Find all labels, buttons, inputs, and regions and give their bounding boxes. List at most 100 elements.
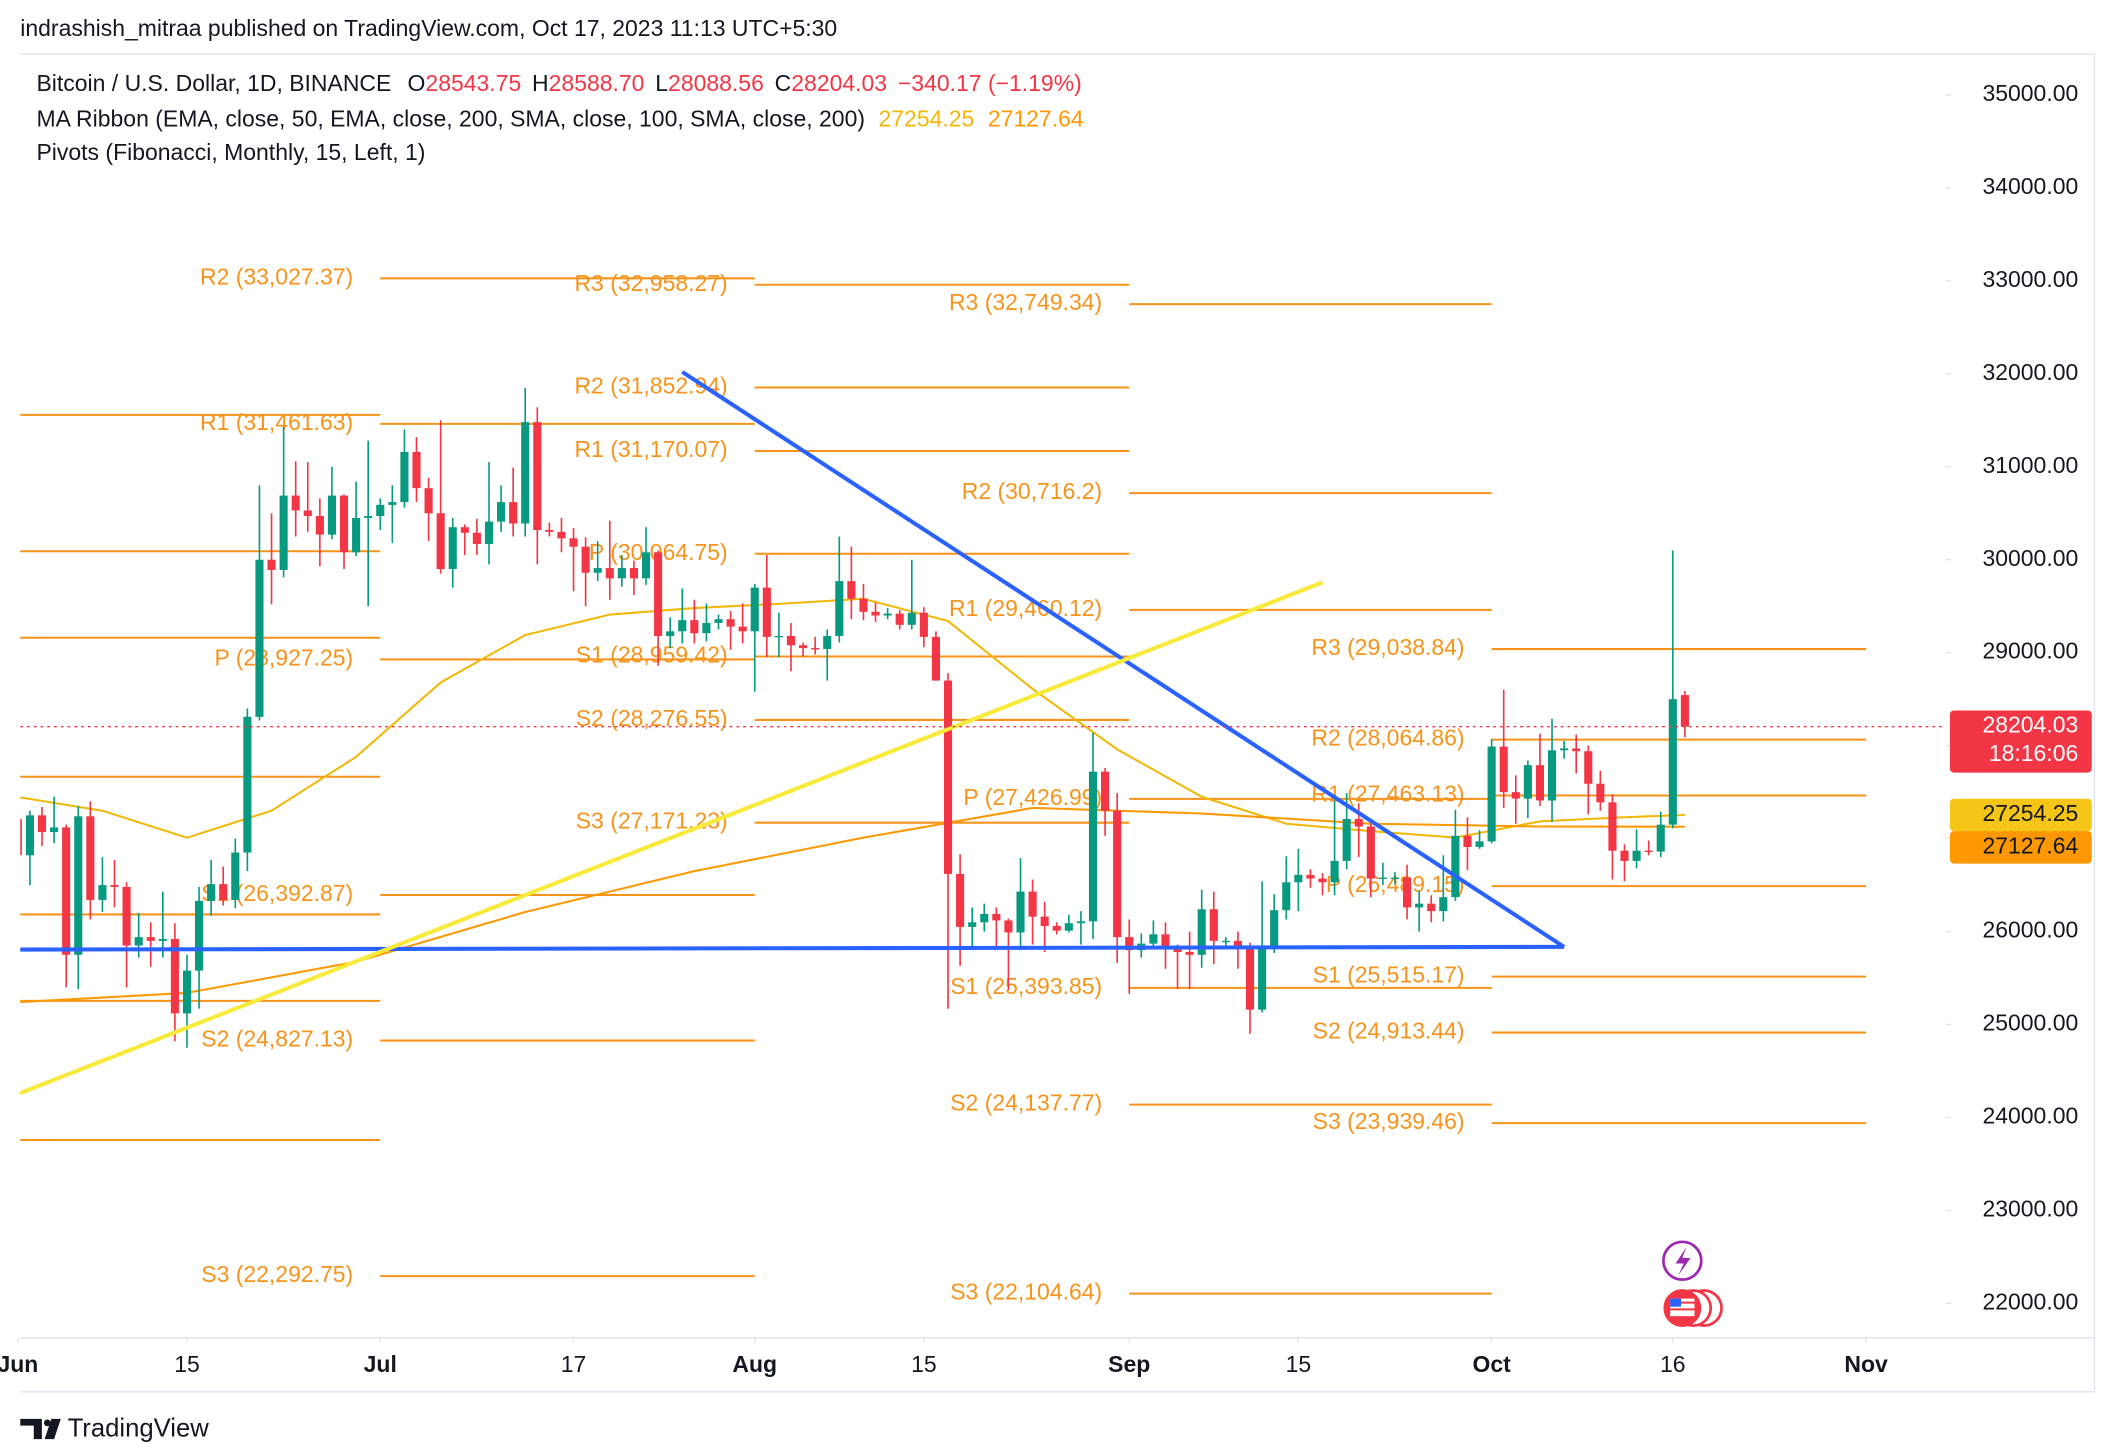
ohlc-prefix: L (655, 70, 668, 96)
candle-body (1101, 771, 1110, 811)
change: −340.17 (−1.19%) (898, 70, 1082, 96)
x-tick-label: Jul (364, 1351, 397, 1377)
candle-body (533, 422, 542, 530)
candle-body (62, 827, 71, 955)
pivot-label: S1 (25,393.85) (950, 973, 1102, 999)
candle-body (122, 886, 131, 946)
candle-body (968, 922, 977, 927)
candle-body (1584, 751, 1593, 784)
ohlc-value: 28543.75 (425, 70, 521, 96)
candle-body (1161, 934, 1170, 950)
ma-tag-label: 27127.64 (1982, 832, 2078, 858)
logo-mark (20, 1418, 61, 1440)
candle-body (134, 937, 143, 946)
ma-tag (1949, 831, 2092, 864)
pivot-label: S2 (24,827.13) (201, 1026, 353, 1052)
candle-body (1608, 802, 1617, 851)
candle-body (895, 613, 904, 625)
candle-body (883, 613, 892, 616)
candle-body (1439, 897, 1448, 912)
candle-body (521, 422, 530, 524)
candle-body (291, 495, 300, 511)
candle-body (1004, 920, 1013, 933)
candle-body (629, 568, 638, 579)
candle-body (146, 937, 155, 941)
candle-body (1560, 748, 1569, 751)
candle-body (352, 517, 361, 553)
attribution: indrashish_mitraa published on TradingVi… (20, 15, 837, 41)
candle-body (255, 559, 264, 717)
candle-body (1403, 877, 1412, 908)
candle-body (207, 884, 216, 901)
ohlc-prefix: H (532, 70, 549, 96)
candle-body (50, 827, 59, 833)
ma-tag-label: 27254.25 (1982, 800, 2078, 826)
candle-body (1475, 841, 1484, 847)
y-tick-label: 23000.00 (1982, 1195, 2078, 1221)
candle-body (497, 502, 506, 522)
candle-body (1052, 925, 1061, 931)
candle-body (1487, 746, 1496, 842)
x-tick-label: 16 (1660, 1351, 1686, 1377)
candle-body (436, 513, 445, 570)
x-tick-label: Nov (1844, 1351, 1888, 1377)
candle-body (182, 970, 192, 1014)
y-tick-label: 26000.00 (1982, 917, 2078, 943)
candle-body (1306, 874, 1315, 879)
candle-body (1076, 921, 1085, 924)
candle-body (1197, 909, 1206, 955)
candle-body (641, 552, 651, 579)
candle-body (1028, 891, 1037, 917)
candle-body (86, 816, 95, 900)
y-tick-label: 32000.00 (1982, 359, 2078, 385)
pivot-label: S1 (25,515.17) (1313, 962, 1465, 988)
logo-text: TradingView (68, 1414, 210, 1442)
pivot-label: R1 (31,170.07) (574, 436, 727, 462)
candle-body (1173, 949, 1182, 952)
candle-body (690, 620, 699, 634)
pivot-label: R3 (32,958.27) (574, 270, 727, 296)
candle-body (376, 504, 385, 517)
x-tick-label: 15 (1286, 1351, 1312, 1377)
candle-body (388, 502, 397, 505)
legend-pivots: Pivots (Fibonacci, Monthly, 15, Left, 1) (36, 139, 425, 165)
candle-body (569, 538, 578, 547)
candle-body (1016, 891, 1025, 933)
ma-value: 27127.64 (988, 105, 1084, 131)
y-tick-label: 35000.00 (1982, 80, 2078, 106)
trendline (20, 580, 1324, 1096)
ohlc-value: 28088.56 (668, 70, 764, 96)
candle-body (714, 619, 723, 623)
x-tick-label: 15 (174, 1351, 200, 1377)
candle-body (980, 913, 989, 923)
candle-body (412, 451, 421, 489)
candle-body (847, 581, 856, 599)
candle-body (1149, 934, 1158, 944)
candle-body (231, 852, 240, 900)
pivot-label: P (27,426.99) (963, 784, 1102, 810)
candle-body (871, 611, 880, 616)
candle-body (605, 568, 614, 579)
ohlc-value: 28588.70 (549, 70, 645, 96)
candle-body (738, 626, 747, 632)
candle-body (1572, 748, 1581, 752)
legend-ma: MA Ribbon (EMA, close, 50, EMA, close, 2… (36, 105, 1083, 131)
pivot-label: S3 (23,939.46) (1313, 1108, 1465, 1134)
ma-line (20, 806, 1685, 1004)
candle-body (859, 598, 868, 612)
candle-body (170, 938, 179, 1014)
candle-body (98, 885, 107, 900)
candle-body (364, 516, 373, 518)
pivot-label: S1 (28,959.42) (576, 642, 728, 668)
candle-body (1064, 923, 1073, 931)
candle-body (37, 815, 47, 833)
candle-body (1354, 819, 1363, 827)
x-tick-label: 15 (911, 1351, 937, 1377)
candle-body (267, 559, 276, 570)
pivot-label: S2 (24,137.77) (950, 1090, 1102, 1116)
candle-body (1427, 903, 1436, 912)
candle-body (786, 635, 796, 646)
candle-body (1451, 835, 1460, 898)
candle-body (1330, 860, 1339, 883)
y-tick-label: 29000.00 (1982, 638, 2078, 664)
